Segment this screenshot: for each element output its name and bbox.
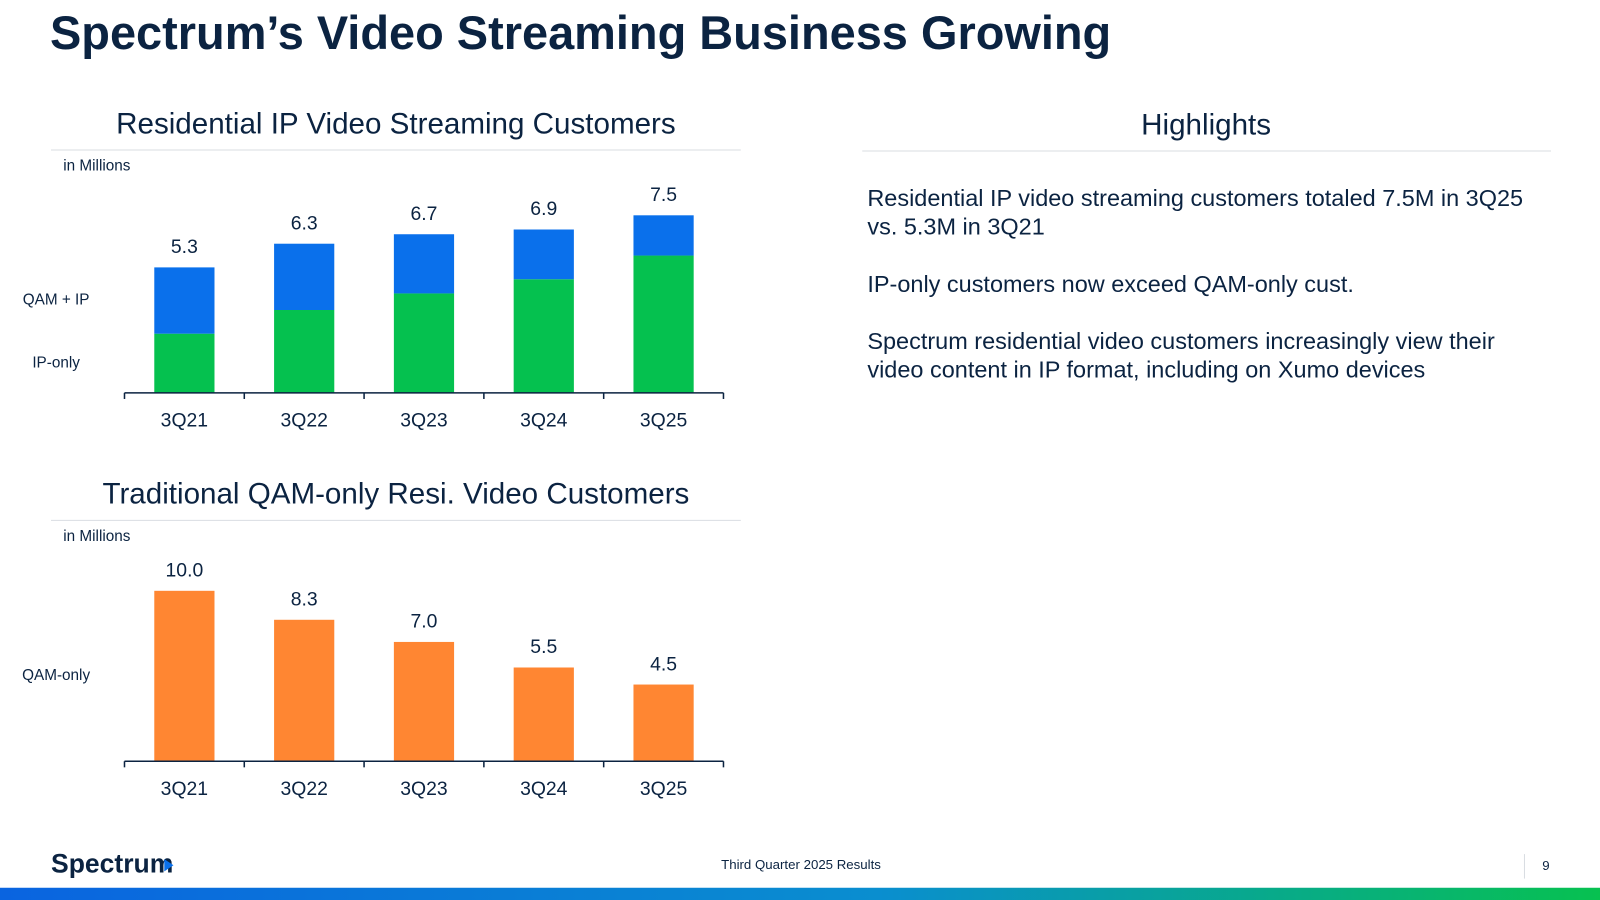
slide-title: Spectrum’s Video Streaming Business Grow… (50, 7, 1111, 59)
unit-label: in Millions (63, 157, 131, 174)
x-tick-label: 3Q24 (520, 410, 568, 432)
series-label: QAM + IP (23, 292, 90, 309)
total-label: 6.9 (530, 198, 557, 220)
x-tick-label: 3Q23 (400, 410, 447, 432)
bar (513, 667, 574, 762)
chart-title: Traditional QAM-only Resi. Video Custome… (102, 478, 689, 511)
highlight-item: Spectrum residential video customers inc… (867, 327, 1495, 383)
bar (513, 279, 574, 393)
footer-text: Third Quarter 2025 Results (721, 857, 881, 872)
bar (393, 641, 455, 762)
bar (154, 333, 215, 393)
bar (633, 684, 694, 762)
x-tick-label: 3Q21 (161, 410, 208, 432)
x-tick-label: 3Q25 (640, 778, 687, 800)
x-tick-label: 3Q24 (520, 778, 568, 800)
bar (393, 234, 455, 294)
x-tick-label: 3Q25 (640, 410, 687, 432)
bar (633, 255, 694, 393)
unit-label: in Millions (63, 528, 131, 545)
bar (393, 293, 455, 393)
logo: Spectrum (51, 848, 173, 878)
total-label: 6.3 (291, 212, 318, 234)
highlights-title: Highlights (1141, 108, 1271, 141)
footer-band (0, 887, 1600, 900)
bar (154, 590, 215, 762)
page-number: 9 (1542, 858, 1549, 873)
bar (154, 267, 215, 334)
bar (513, 229, 574, 280)
total-label: 5.3 (171, 236, 198, 258)
value-label: 4.5 (650, 653, 677, 675)
highlights-box: Residential IP video streaming customers… (867, 184, 1551, 384)
series-label: IP-only (32, 354, 80, 371)
value-label: 8.3 (291, 589, 318, 611)
total-label: 6.7 (411, 203, 438, 225)
bar (274, 619, 335, 762)
value-label: 10.0 (166, 560, 204, 582)
x-tick-label: 3Q23 (400, 778, 447, 800)
x-tick-label: 3Q22 (280, 778, 327, 800)
highlights-list: Residential IP video streaming customers… (867, 184, 1551, 384)
logo-arrow (164, 859, 174, 872)
value-label: 7.0 (411, 611, 438, 633)
value-label: 5.5 (530, 636, 557, 658)
x-tick-label: 3Q21 (161, 778, 208, 800)
series-label: QAM-only (22, 667, 90, 684)
bar (274, 310, 335, 393)
chart-title: Residential IP Video Streaming Customers (116, 107, 676, 140)
x-tick-label: 3Q22 (280, 410, 327, 432)
highlight-item: IP-only customers now exceed QAM-only cu… (867, 270, 1354, 297)
bar (633, 215, 694, 256)
total-label: 7.5 (650, 184, 677, 206)
bar (274, 243, 335, 310)
highlight-item: Residential IP video streaming customers… (867, 184, 1524, 240)
